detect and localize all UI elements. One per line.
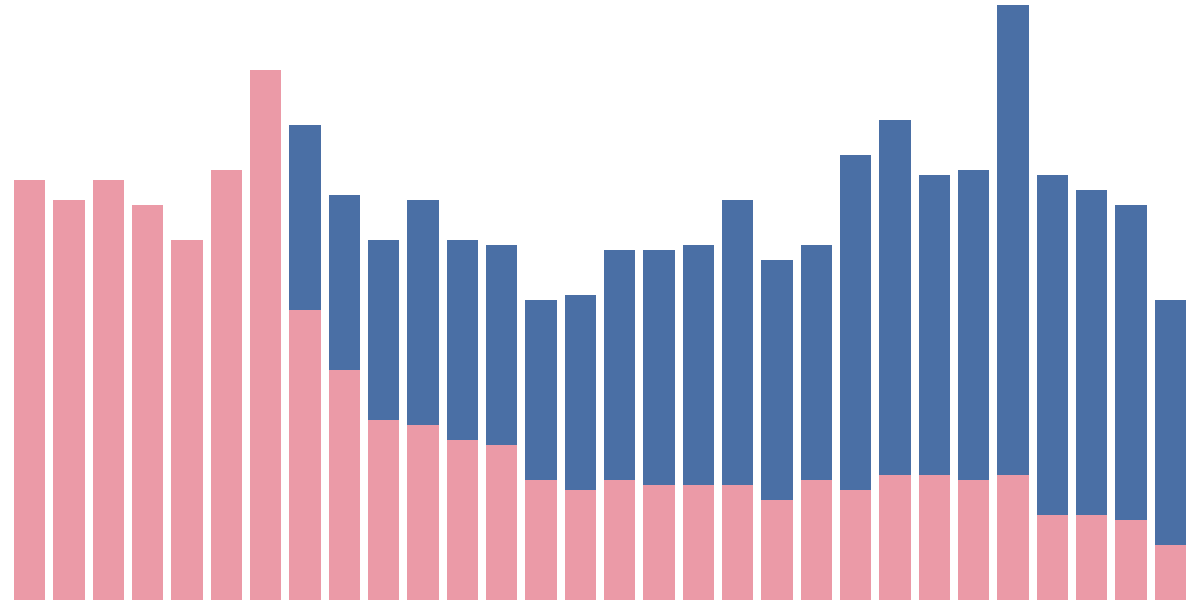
bar-9-blue-segment [368,240,399,420]
bar-6 [250,0,281,600]
bar-16 [643,0,674,600]
bar-18-blue-segment [722,200,753,485]
bar-13-pink-segment [525,480,556,600]
bar-13-blue-segment [525,300,556,480]
bar-14 [565,0,596,600]
bar-22 [879,0,910,600]
bar-20 [801,0,832,600]
bar-24-pink-segment [958,480,989,600]
bar-21 [840,0,871,600]
bar-11-pink-segment [447,440,478,600]
bar-19-blue-segment [761,260,792,500]
bar-21-pink-segment [840,490,871,600]
bar-12 [486,0,517,600]
bar-15 [604,0,635,600]
bar-14-pink-segment [565,490,596,600]
bar-23 [919,0,950,600]
bar-14-blue-segment [565,295,596,490]
bar-18 [722,0,753,600]
bar-16-blue-segment [643,250,674,485]
bar-16-pink-segment [643,485,674,600]
bar-7 [289,0,320,600]
bar-12-blue-segment [486,245,517,445]
bar-26-blue-segment [1037,175,1068,515]
bar-19 [761,0,792,600]
bar-8-pink-segment [329,370,360,600]
bar-18-pink-segment [722,485,753,600]
bar-29-blue-segment [1155,300,1186,545]
bar-3 [132,0,163,600]
bar-25-pink-segment [997,475,1028,600]
bar-28-pink-segment [1115,520,1146,600]
bar-27-pink-segment [1076,515,1107,600]
bar-5-pink-segment [211,170,242,600]
bar-17-pink-segment [683,485,714,600]
bar-0 [14,0,45,600]
bar-24-blue-segment [958,170,989,480]
bar-15-pink-segment [604,480,635,600]
bar-27 [1076,0,1107,600]
bar-29-pink-segment [1155,545,1186,600]
bar-10-blue-segment [407,200,438,425]
bar-23-pink-segment [919,475,950,600]
bar-29 [1155,0,1186,600]
bar-2 [93,0,124,600]
bar-23-blue-segment [919,175,950,475]
bar-1 [53,0,84,600]
bar-28 [1115,0,1146,600]
bar-22-blue-segment [879,120,910,475]
bar-4-pink-segment [171,240,202,600]
bar-27-blue-segment [1076,190,1107,515]
bar-7-blue-segment [289,125,320,310]
bar-2-pink-segment [93,180,124,600]
bar-8 [329,0,360,600]
bar-17 [683,0,714,600]
bar-4 [171,0,202,600]
bar-11 [447,0,478,600]
bar-1-pink-segment [53,200,84,600]
bar-12-pink-segment [486,445,517,600]
bar-10 [407,0,438,600]
bar-3-pink-segment [132,205,163,600]
bar-19-pink-segment [761,500,792,600]
bar-10-pink-segment [407,425,438,600]
bar-25-blue-segment [997,5,1028,475]
bar-20-blue-segment [801,245,832,480]
bar-13 [525,0,556,600]
stacked-bar-chart [0,0,1200,600]
bar-25 [997,0,1028,600]
bar-9-pink-segment [368,420,399,600]
bar-22-pink-segment [879,475,910,600]
bar-26-pink-segment [1037,515,1068,600]
bar-5 [211,0,242,600]
bar-20-pink-segment [801,480,832,600]
bar-26 [1037,0,1068,600]
bar-21-blue-segment [840,155,871,490]
bar-7-pink-segment [289,310,320,600]
bar-8-blue-segment [329,195,360,370]
bar-0-pink-segment [14,180,45,600]
bar-24 [958,0,989,600]
bar-11-blue-segment [447,240,478,440]
bar-9 [368,0,399,600]
bar-15-blue-segment [604,250,635,480]
bar-6-pink-segment [250,70,281,600]
bar-17-blue-segment [683,245,714,485]
bar-28-blue-segment [1115,205,1146,520]
